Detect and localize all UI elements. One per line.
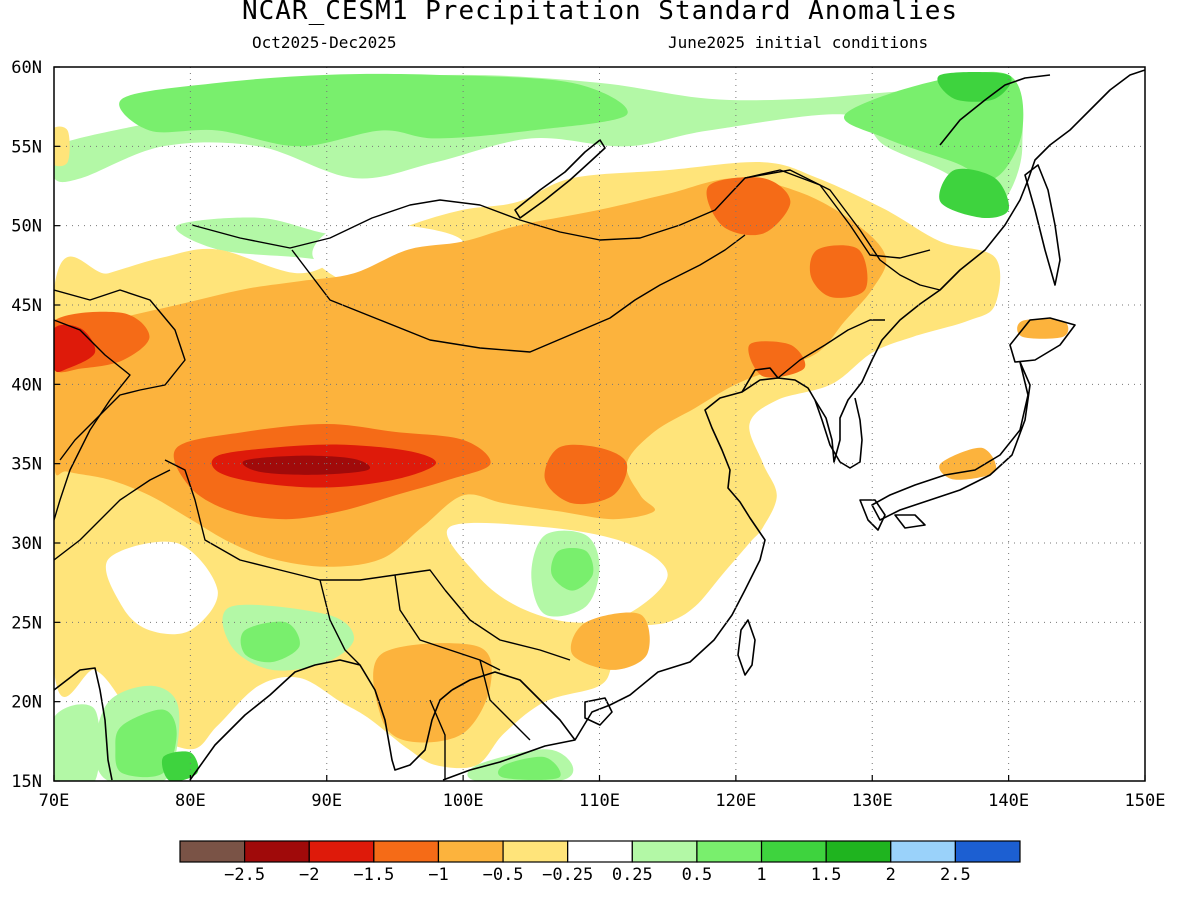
border-china-kazakh [54,289,186,461]
lon-tick-100E: 100E [443,791,484,811]
border-himalaya [164,459,446,591]
lat-tick-50N: 50N [11,217,42,237]
lat-tick-15N: 15N [11,772,42,792]
initial-conditions: June2025 initial conditions [668,33,929,52]
coastline-bohai [741,367,779,393]
anomaly-region-19 [240,621,300,663]
anomaly-region-39 [1017,318,1069,339]
coastline-taiwan [737,619,756,676]
map-title: NCAR_CESM1 Precipitation Standard Anomal… [241,0,959,26]
anomaly-region-21 [115,709,177,778]
coastline-indochina [451,671,576,741]
coastline-korea [814,397,863,469]
anomaly-region-41 [54,126,70,167]
lat-tick-40N: 40N [11,375,42,395]
lon-tick-130E: 130E [852,791,893,811]
lat-tick-25N: 25N [11,613,42,633]
coastline-bengal [189,659,453,781]
anomaly-region-17 [551,547,594,591]
latitude-tick-labels: 15N 20N 25N 30N 35N 40N 45N 50N 55N 60N [11,58,60,792]
anomaly-region-1 [119,73,628,147]
coastline-honshu [871,361,1031,521]
anomaly-region-38 [570,612,650,670]
coastlines-and-borders [54,69,1145,781]
coastline-sakhalin [1024,164,1061,286]
lon-tick-110E: 110E [579,791,620,811]
coastline-hokkaido [1009,317,1076,363]
forecast-period: Oct2025-Dec2025 [252,33,397,52]
lat-tick-45N: 45N [11,296,42,316]
border-indochina [429,589,571,780]
border-amur [744,169,941,291]
lat-lon-gridlines [54,67,1145,781]
lat-tick-60N: 60N [11,58,42,78]
lat-tick-55N: 55N [11,137,42,157]
border-china-mongolia [291,234,746,353]
lon-tick-90E: 90E [311,791,342,811]
lat-tick-20N: 20N [11,693,42,713]
anomaly-region-22 [161,751,199,781]
anomaly-region-40 [939,447,997,480]
lat-tick-30N: 30N [11,534,42,554]
border-india-pakistan [54,469,171,561]
coastline-china [442,179,1029,781]
anomaly-region-25 [54,704,100,781]
anomaly-region-3 [939,168,1010,219]
lat-tick-35N: 35N [11,455,42,475]
lon-tick-150E: 150E [1125,791,1166,811]
coastline-russia [1027,69,1145,181]
anomaly-region-24 [498,756,561,780]
anomaly-region-33 [706,177,791,236]
border-central-asia [54,319,131,521]
anomaly-region-31 [242,455,371,475]
anomaly-region-37 [373,643,492,743]
coastline-india [54,667,113,781]
border-mongolia [191,169,931,259]
coastline-okhotsk [939,74,1051,146]
anomaly-region-7 [105,541,218,635]
anomaly-region-29 [54,324,96,373]
longitude-tick-labels: 70E 80E 90E 100E 110E 120E 130E 140E 150E [39,775,1166,811]
anomaly-region-32 [544,444,628,505]
anomaly-region-34 [809,245,868,298]
lon-tick-80E: 80E [175,791,206,811]
lon-tick-70E: 70E [39,791,70,811]
border-myanmar [319,574,501,671]
coastline-hainan [584,697,613,726]
lon-tick-120E: 120E [715,791,756,811]
coastline-shikoku [894,514,926,529]
anomaly-shading-layer [54,71,1069,781]
lon-tick-140E: 140E [988,791,1029,811]
